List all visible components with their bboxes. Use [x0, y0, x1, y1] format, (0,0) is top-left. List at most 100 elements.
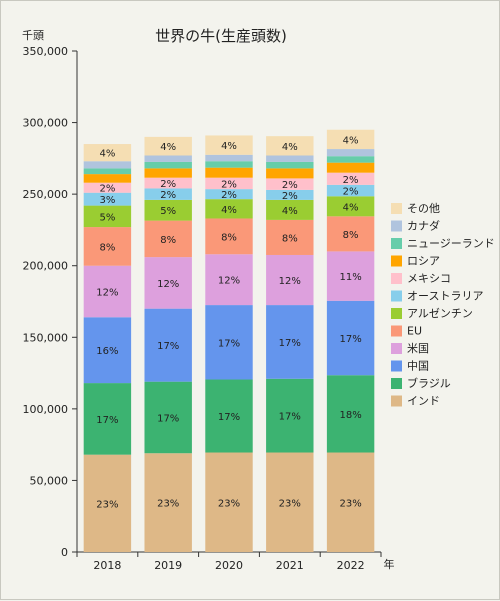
- bar-segment: [144, 136, 192, 156]
- bar-segment: [266, 168, 314, 179]
- legend-label: アルゼンチン: [407, 307, 473, 320]
- bar-segment: [205, 199, 253, 219]
- legend-swatch: [391, 203, 402, 214]
- bar-segment: [83, 227, 132, 266]
- bar-segment: [326, 375, 375, 453]
- y-tick-label: 150,000: [23, 331, 69, 344]
- bar-segment: [266, 219, 314, 255]
- x-tick-label: 2018: [93, 559, 121, 572]
- y-axis-label: 千頭: [22, 29, 44, 42]
- data-label: 17%: [279, 338, 301, 349]
- bar-segment: [144, 161, 192, 169]
- data-label: 18%: [339, 410, 361, 421]
- legend-swatch: [391, 220, 402, 232]
- chart-title: 世界の牛(生産頭数): [155, 27, 287, 45]
- bar-segment: [326, 162, 375, 173]
- data-label: 17%: [279, 412, 301, 423]
- data-label: 23%: [339, 498, 361, 509]
- y-tick-label: 50,000: [30, 474, 69, 487]
- bar-segment: [326, 184, 375, 197]
- data-label: 12%: [157, 279, 179, 290]
- legend-swatch: [391, 325, 402, 337]
- legend-swatch: [391, 290, 402, 302]
- data-label: 4%: [221, 141, 237, 152]
- bar-segment: [83, 317, 132, 384]
- y-tick-label: 300,000: [23, 117, 69, 130]
- data-label: 23%: [96, 499, 118, 510]
- bar-segment: [326, 196, 375, 217]
- bar-segment: [144, 177, 192, 189]
- y-tick-label: 0: [61, 546, 68, 559]
- bar-segment: [326, 452, 375, 552]
- data-label: 5%: [160, 206, 176, 217]
- legend-label: 中国: [407, 360, 429, 373]
- bar-segment: [83, 265, 132, 318]
- legend-label: メキシコ: [407, 272, 451, 285]
- bar-segment: [144, 168, 192, 178]
- bar-segment: [83, 174, 132, 183]
- y-axis: 0 50,000 100,000 150,000 200,000 250,000 300,0…: [23, 45, 78, 559]
- bar-segment: [205, 161, 253, 168]
- x-axis: 2018 2019 2020 2021 2022: [76, 551, 382, 572]
- data-label: 3%: [99, 195, 115, 206]
- data-label: 4%: [99, 149, 115, 160]
- bar-segment: [205, 167, 253, 178]
- bar-segment: [266, 254, 314, 306]
- bar-segment: [205, 135, 253, 155]
- bar-segment: [205, 452, 253, 552]
- data-label: 2%: [221, 179, 237, 190]
- y-tick-label: 350,000: [23, 45, 69, 58]
- data-label: 8%: [343, 230, 359, 241]
- data-label: 8%: [282, 233, 298, 244]
- data-label: 17%: [339, 334, 361, 345]
- bar-segment: [205, 254, 253, 306]
- bar-segment: [83, 161, 132, 169]
- bar-segment: [326, 149, 375, 157]
- data-label: 8%: [99, 242, 115, 253]
- legend-label: ロシア: [407, 255, 440, 268]
- bar-segment: [83, 182, 132, 193]
- x-tick-label: 2019: [154, 559, 182, 572]
- legend-label: その他: [407, 202, 440, 215]
- legend-swatch: [391, 308, 402, 319]
- legend-label: インド: [407, 395, 440, 408]
- data-label: 11%: [339, 272, 361, 283]
- data-label: 23%: [157, 499, 179, 510]
- x-tick-label: 2022: [337, 559, 365, 572]
- bar-segment: [326, 251, 375, 301]
- bar-segment: [326, 172, 375, 185]
- bar-segment: [266, 452, 314, 552]
- data-label: 5%: [99, 212, 115, 223]
- bar-segment: [266, 378, 314, 453]
- legend-swatch: [391, 343, 402, 354]
- data-label: 2%: [282, 191, 298, 202]
- data-label: 17%: [218, 338, 240, 349]
- data-label: 23%: [218, 498, 240, 509]
- data-label: 2%: [221, 190, 237, 201]
- legend-label: オーストラリア: [407, 290, 483, 303]
- bar-segment: [266, 136, 314, 156]
- data-label: 2%: [160, 179, 176, 190]
- bars-group: 23% 17% 16% 12% 8% 5% 3% 2% 4% 23% 17% 17% 12% 8% 5% 2%…: [83, 129, 375, 552]
- data-label: 4%: [282, 142, 298, 153]
- data-label: 4%: [343, 135, 359, 146]
- bar-segment: [266, 305, 314, 379]
- data-label: 12%: [279, 276, 301, 287]
- bar-segment: [326, 156, 375, 163]
- y-tick-label: 200,000: [23, 260, 69, 273]
- bar-segment: [144, 308, 192, 382]
- legend-swatch: [391, 273, 402, 284]
- data-label: 16%: [96, 346, 118, 357]
- bar-segment: [326, 216, 375, 252]
- bar-segment: [144, 155, 192, 162]
- data-label: 17%: [96, 415, 118, 426]
- bar-segment: [83, 454, 132, 552]
- legend-swatch: [391, 395, 402, 407]
- bar-segment: [144, 188, 192, 200]
- data-label: 23%: [279, 498, 301, 509]
- data-label: 2%: [343, 187, 359, 198]
- bar-segment: [144, 381, 192, 454]
- data-label: 17%: [157, 413, 179, 424]
